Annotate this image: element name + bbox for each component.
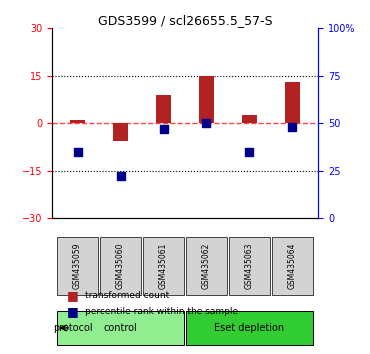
Text: Eset depletion: Eset depletion bbox=[214, 323, 285, 333]
Bar bbox=[113, 123, 128, 141]
Text: GSM435061: GSM435061 bbox=[159, 243, 168, 289]
Point bbox=[75, 149, 81, 155]
FancyBboxPatch shape bbox=[186, 237, 227, 295]
Text: control: control bbox=[104, 323, 137, 333]
Point bbox=[204, 120, 209, 126]
Text: GSM435062: GSM435062 bbox=[202, 243, 211, 289]
Bar bbox=[285, 82, 300, 123]
FancyBboxPatch shape bbox=[229, 237, 270, 295]
Text: GSM435063: GSM435063 bbox=[245, 243, 254, 289]
Bar bbox=[156, 95, 171, 123]
Text: GDS3599 / scl26655.5_57-S: GDS3599 / scl26655.5_57-S bbox=[98, 14, 272, 27]
Text: protocol: protocol bbox=[53, 323, 92, 333]
Text: GSM435060: GSM435060 bbox=[116, 243, 125, 289]
FancyBboxPatch shape bbox=[143, 237, 184, 295]
Point bbox=[246, 149, 252, 155]
Text: ■: ■ bbox=[67, 289, 78, 302]
Point bbox=[118, 173, 124, 179]
Bar bbox=[199, 76, 214, 123]
Text: percentile rank within the sample: percentile rank within the sample bbox=[85, 307, 238, 316]
Bar bbox=[242, 115, 257, 123]
Text: GSM435064: GSM435064 bbox=[288, 243, 297, 289]
FancyBboxPatch shape bbox=[272, 237, 313, 295]
FancyBboxPatch shape bbox=[186, 311, 313, 344]
Text: ■: ■ bbox=[67, 305, 78, 318]
Text: transformed count: transformed count bbox=[85, 291, 169, 300]
Text: GSM435059: GSM435059 bbox=[73, 243, 82, 289]
FancyBboxPatch shape bbox=[57, 237, 98, 295]
FancyBboxPatch shape bbox=[100, 237, 141, 295]
Point bbox=[289, 124, 295, 130]
FancyBboxPatch shape bbox=[57, 311, 184, 344]
Bar bbox=[70, 120, 85, 123]
Point bbox=[161, 126, 167, 132]
